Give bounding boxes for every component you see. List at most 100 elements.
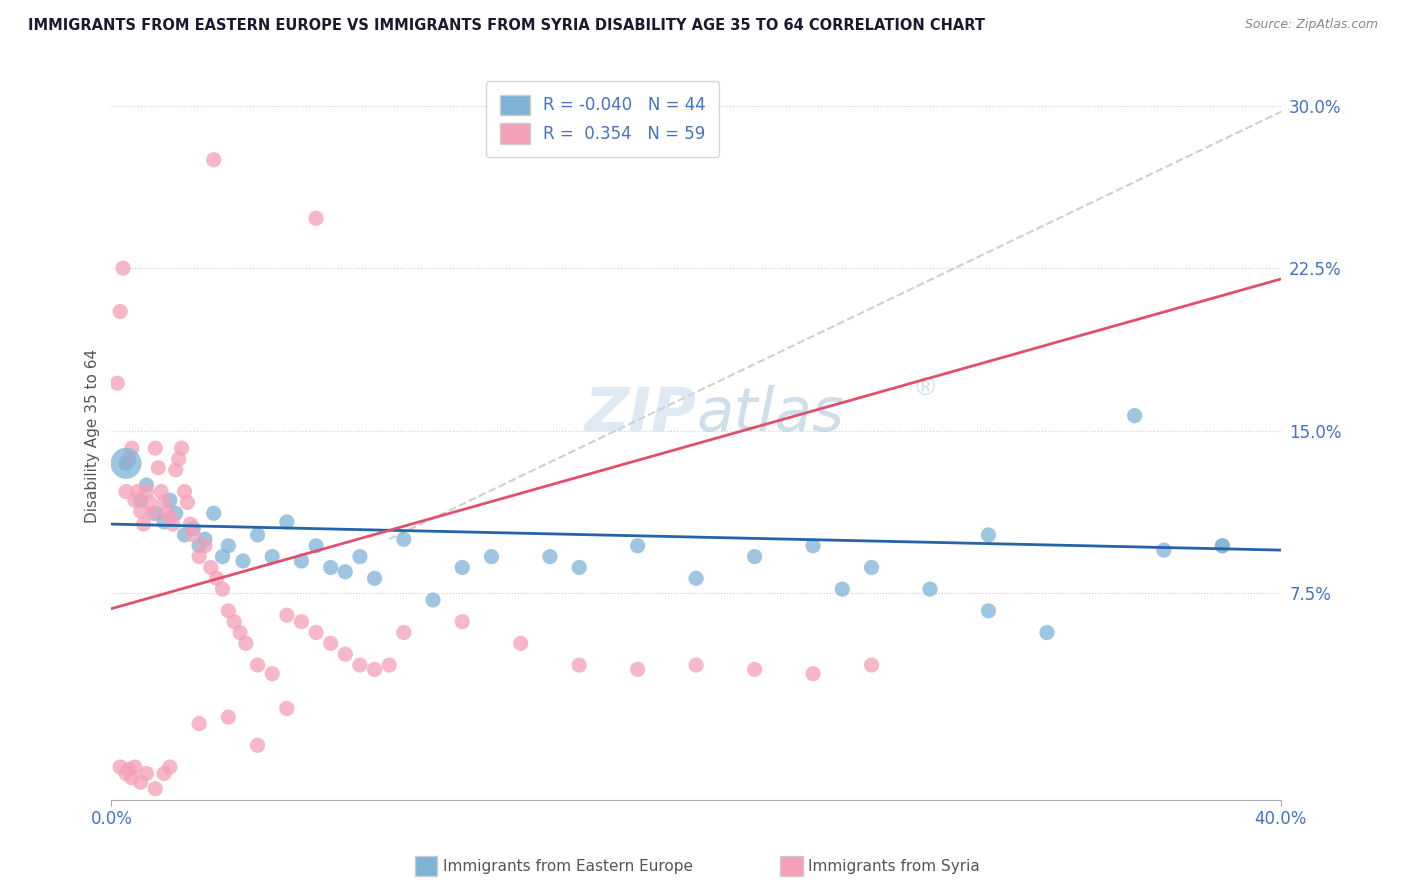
Point bbox=[831, 582, 853, 596]
Point bbox=[305, 539, 328, 553]
Point bbox=[150, 484, 173, 499]
Point bbox=[167, 452, 190, 467]
Point bbox=[200, 560, 222, 574]
Legend: R = -0.040   N = 44, R =  0.354   N = 59: R = -0.040 N = 44, R = 0.354 N = 59 bbox=[486, 81, 718, 157]
Point bbox=[801, 666, 824, 681]
Point bbox=[744, 549, 766, 564]
Point bbox=[159, 493, 181, 508]
Point bbox=[378, 658, 401, 673]
Point bbox=[115, 484, 138, 499]
Point bbox=[1123, 409, 1146, 423]
Point bbox=[143, 441, 166, 455]
Text: atlas: atlas bbox=[696, 385, 844, 444]
Point bbox=[188, 539, 211, 553]
Point bbox=[1153, 543, 1175, 558]
Point bbox=[685, 571, 707, 585]
Point bbox=[153, 515, 176, 529]
Point bbox=[181, 521, 204, 535]
Point bbox=[246, 528, 269, 542]
Point bbox=[115, 766, 138, 780]
Point bbox=[801, 539, 824, 553]
Point bbox=[132, 517, 155, 532]
Point bbox=[977, 604, 1000, 618]
Point bbox=[217, 710, 239, 724]
Point bbox=[977, 528, 1000, 542]
Point bbox=[349, 549, 371, 564]
Point bbox=[108, 760, 131, 774]
Point bbox=[211, 549, 233, 564]
Point bbox=[194, 539, 217, 553]
Point bbox=[627, 539, 650, 553]
Point bbox=[156, 506, 179, 520]
Point bbox=[138, 495, 160, 509]
Point bbox=[290, 554, 312, 568]
Point bbox=[129, 504, 152, 518]
Y-axis label: Disability Age 35 to 64: Disability Age 35 to 64 bbox=[86, 349, 100, 524]
Point bbox=[121, 771, 143, 785]
Point bbox=[860, 658, 883, 673]
Point bbox=[319, 636, 342, 650]
Point bbox=[115, 456, 138, 470]
Point bbox=[217, 539, 239, 553]
Point bbox=[135, 478, 157, 492]
Point bbox=[685, 658, 707, 673]
Point bbox=[232, 554, 254, 568]
Point bbox=[153, 766, 176, 780]
Point bbox=[1211, 539, 1233, 553]
Point bbox=[135, 766, 157, 780]
Point bbox=[170, 441, 193, 455]
Point bbox=[319, 560, 342, 574]
Point bbox=[568, 560, 591, 574]
Point bbox=[451, 615, 474, 629]
Point bbox=[141, 506, 163, 520]
Point bbox=[143, 506, 166, 520]
Point bbox=[143, 781, 166, 796]
Point bbox=[129, 493, 152, 508]
Point bbox=[451, 560, 474, 574]
Text: ®: ® bbox=[912, 377, 938, 401]
Point bbox=[205, 571, 228, 585]
Point bbox=[305, 211, 328, 226]
Point bbox=[568, 658, 591, 673]
Point bbox=[349, 658, 371, 673]
Point bbox=[108, 304, 131, 318]
Point bbox=[860, 560, 883, 574]
Point bbox=[262, 666, 284, 681]
Point bbox=[176, 495, 198, 509]
Point bbox=[211, 582, 233, 596]
Point bbox=[121, 441, 143, 455]
Point bbox=[335, 565, 357, 579]
Point bbox=[229, 625, 252, 640]
Text: ZIP: ZIP bbox=[585, 385, 696, 444]
Point bbox=[159, 510, 181, 524]
Text: Immigrants from Syria: Immigrants from Syria bbox=[808, 859, 980, 873]
Point bbox=[363, 662, 385, 676]
Point bbox=[188, 549, 211, 564]
Point bbox=[509, 636, 531, 650]
Point bbox=[262, 549, 284, 564]
Point bbox=[246, 739, 269, 753]
Point bbox=[135, 484, 157, 499]
Point bbox=[181, 528, 204, 542]
Point bbox=[1211, 539, 1233, 553]
Point bbox=[276, 515, 298, 529]
Point bbox=[305, 625, 328, 640]
Point bbox=[224, 615, 246, 629]
Point bbox=[162, 517, 184, 532]
Point bbox=[481, 549, 503, 564]
Text: Immigrants from Eastern Europe: Immigrants from Eastern Europe bbox=[443, 859, 693, 873]
Point bbox=[627, 662, 650, 676]
Point bbox=[363, 571, 385, 585]
Point bbox=[392, 533, 415, 547]
Point bbox=[276, 701, 298, 715]
Point bbox=[918, 582, 941, 596]
Point bbox=[392, 625, 415, 640]
Point bbox=[538, 549, 561, 564]
Point bbox=[217, 604, 239, 618]
Point bbox=[148, 460, 170, 475]
Point bbox=[165, 506, 187, 520]
Point bbox=[124, 760, 146, 774]
Point bbox=[188, 716, 211, 731]
Text: IMMIGRANTS FROM EASTERN EUROPE VS IMMIGRANTS FROM SYRIA DISABILITY AGE 35 TO 64 : IMMIGRANTS FROM EASTERN EUROPE VS IMMIGR… bbox=[28, 18, 986, 33]
Point bbox=[276, 608, 298, 623]
